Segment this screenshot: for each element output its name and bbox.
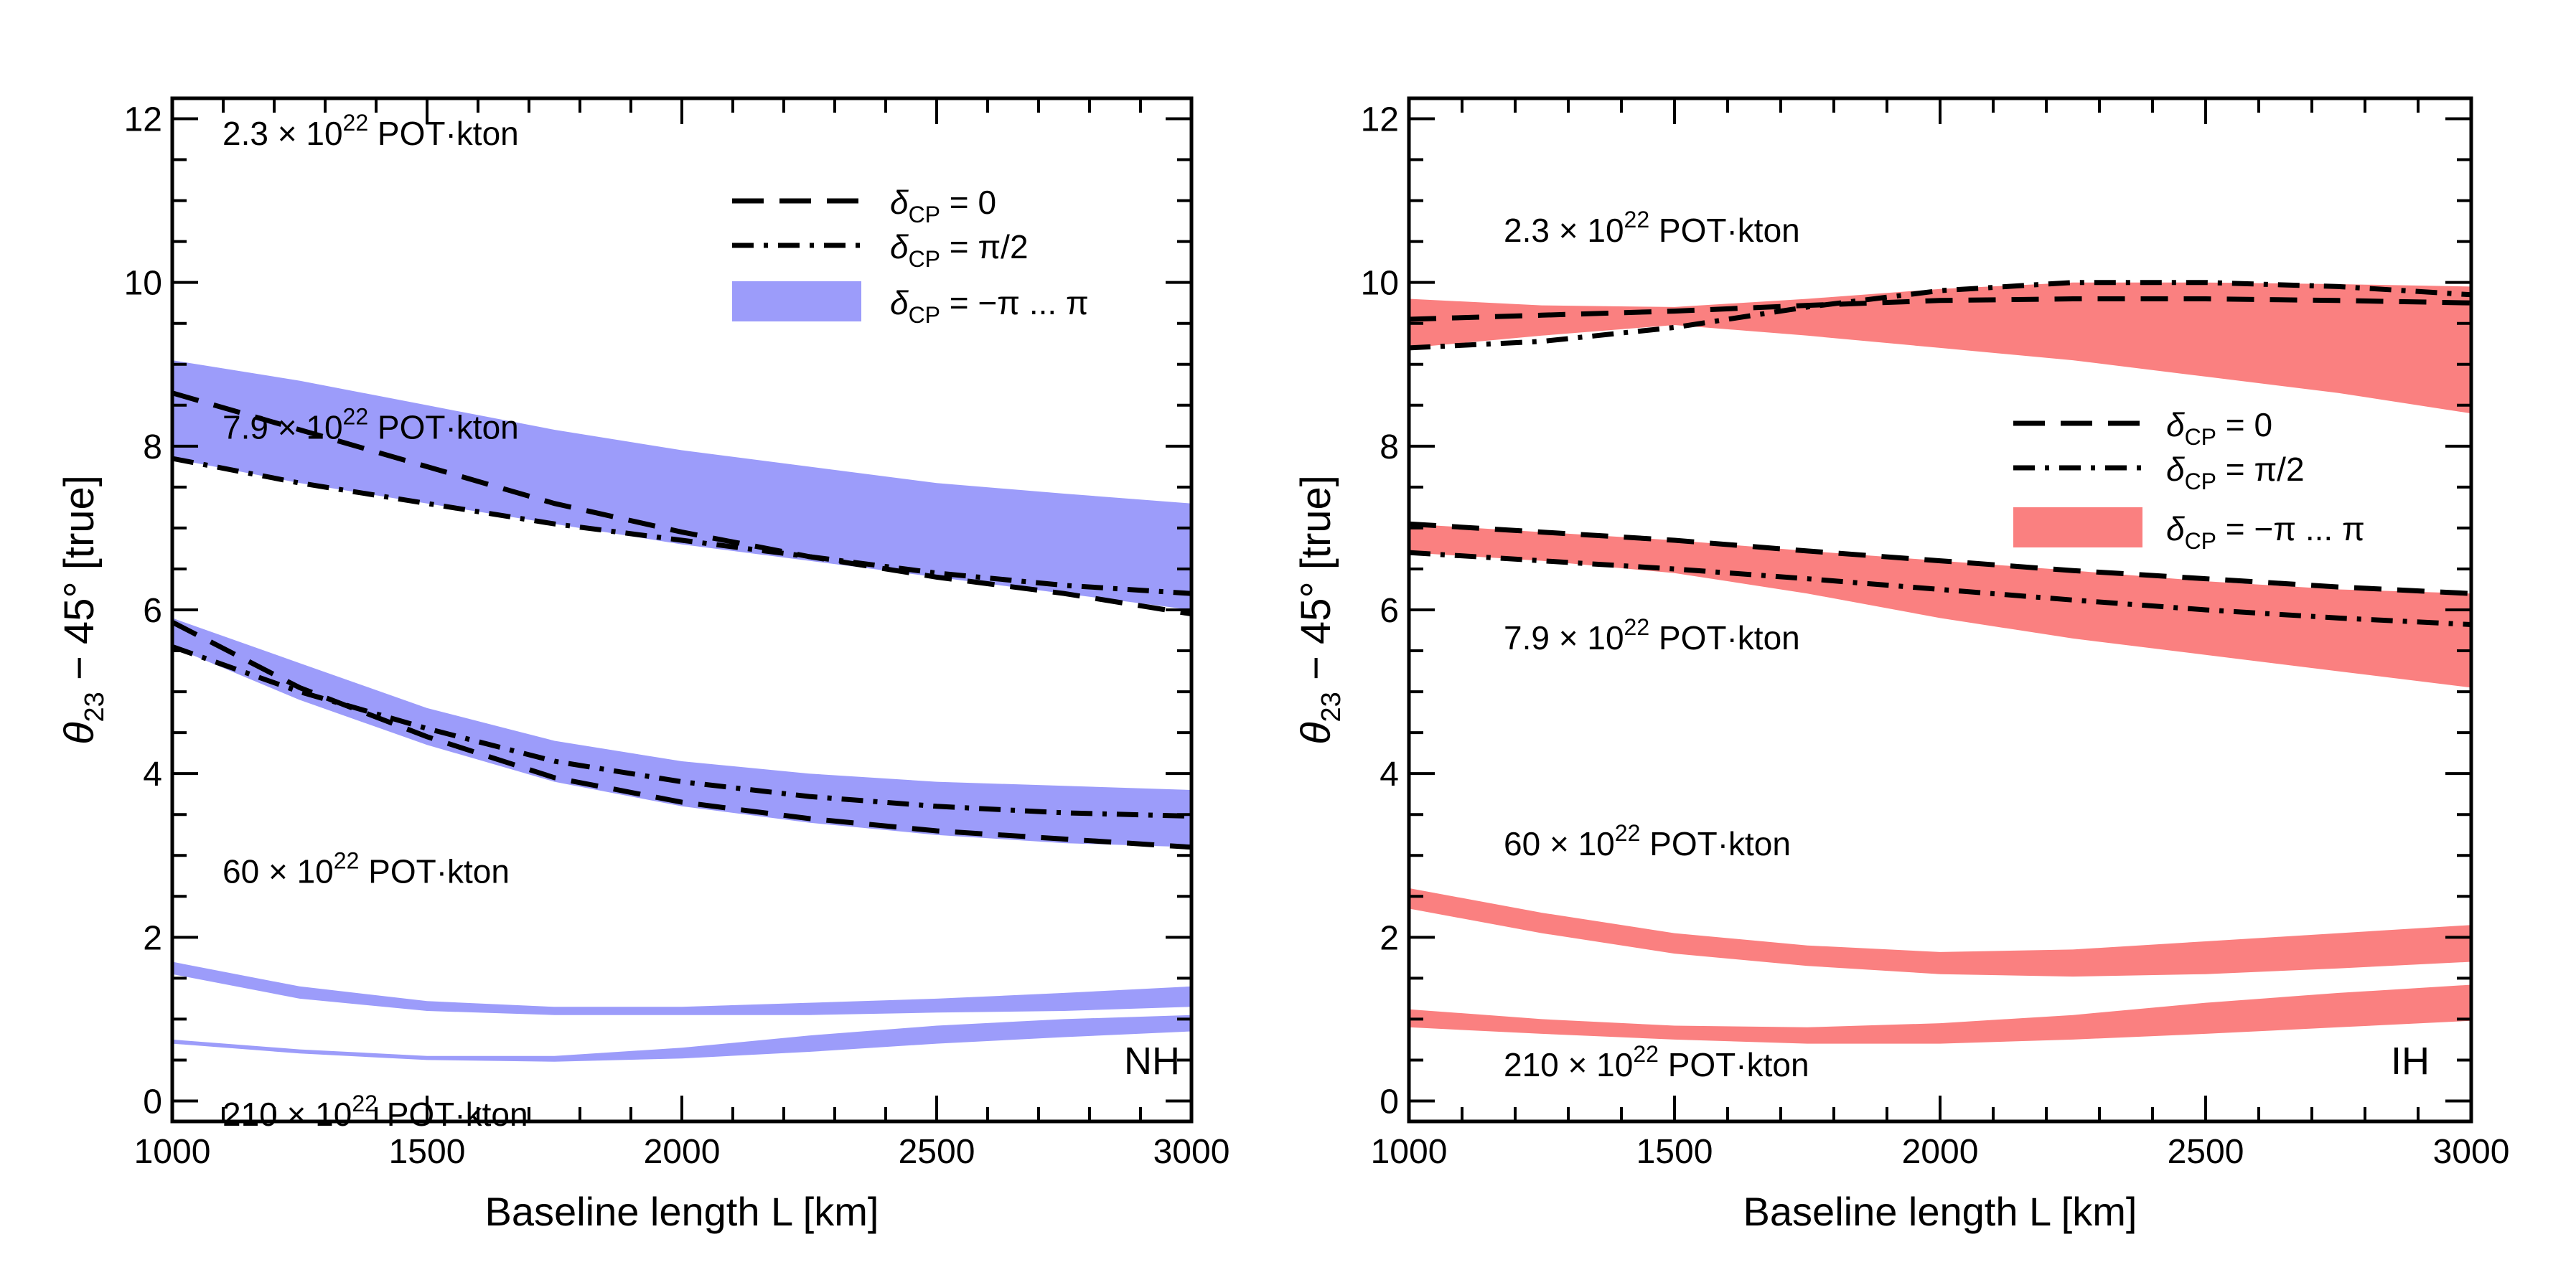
nh-band-1	[172, 360, 1191, 610]
ih-dashed-line-1	[1408, 296, 2472, 322]
ih-y-tick-label: 12	[1361, 101, 1399, 139]
nh-x-tick-label: 1000	[134, 1133, 211, 1171]
ih-y-axis-label: θ23 − 45° [true]	[1293, 475, 1346, 745]
nh-band-4	[172, 1015, 1191, 1062]
ih-y-tick-label: 0	[1380, 1083, 1399, 1121]
nh-y-tick-label: 6	[143, 592, 162, 630]
ih-x-tick-label: 1000	[1371, 1133, 1448, 1171]
ih-legend-band-swatch	[2013, 507, 2142, 547]
ih-band-4	[1409, 984, 2471, 1044]
ih-x-axis-label: Baseline length L [km]	[1743, 1189, 2137, 1234]
ih-band-3	[1409, 888, 2471, 977]
nh-legend-dashdot-label: δCP = π/2	[890, 228, 1029, 272]
ih-y-tick-label: 10	[1361, 265, 1399, 303]
nh-band-3	[172, 961, 1191, 1015]
ih-dashdot-line-2	[1408, 550, 2472, 627]
nh-dashed-line-2	[171, 619, 1192, 850]
nh-hierarchy-label: NH	[1124, 1040, 1180, 1083]
nh-x-tick-label: 1500	[389, 1133, 466, 1171]
nh-band-label-4: 210 × 1022 POT·kton	[223, 1091, 528, 1133]
nh-y-tick-label: 4	[143, 756, 162, 794]
ih-y-tick-label: 2	[1380, 919, 1399, 957]
ih-band-label-2: 7.9 × 1022 POT·kton	[1504, 614, 1800, 657]
nh-x-axis-label: Baseline length L [km]	[485, 1189, 879, 1234]
ih-x-tick-label: 2500	[2168, 1133, 2244, 1171]
ih-y-tick-label: 4	[1380, 756, 1399, 794]
ih-band-1	[1409, 282, 2471, 414]
nh-band-2	[172, 618, 1191, 847]
ih-x-tick-label: 3000	[2433, 1133, 2510, 1171]
ih-y-tick-label: 8	[1380, 428, 1399, 466]
nh-legend-band-swatch	[732, 281, 861, 321]
ih-legend-dashdot-label: δCP = π/2	[2166, 451, 2305, 494]
nh-y-tick-label: 2	[143, 919, 162, 957]
ih-dashed-line-2	[1408, 521, 2472, 596]
nh-legend-band-label: δCP = −π ... π	[890, 284, 1089, 328]
nh-x-tick-label: 2500	[899, 1133, 975, 1171]
nh-y-tick-label: 0	[143, 1083, 162, 1121]
nh-band-label-2: 7.9 × 1022 POT·kton	[223, 403, 519, 446]
nh-dashed-line-1	[172, 390, 1192, 617]
ih-x-tick-label: 2000	[1902, 1133, 1979, 1171]
ih-legend-dashed-label: δCP = 0	[2166, 406, 2272, 450]
ih-y-tick-label: 6	[1380, 592, 1399, 630]
ih-dashdot-line-1	[1408, 280, 2472, 351]
nh-band-label-3: 60 × 1022 POT·kton	[223, 848, 510, 890]
ih-band-label-3: 60 × 1022 POT·kton	[1504, 820, 1791, 862]
nh-panel: 1000 1500 2000 2500 3000 0 2 4 6 8 10 12 Baseline le…	[56, 96, 1230, 1234]
nh-legend-dashed-label: δCP = 0	[890, 184, 996, 227]
nh-y-tick-label: 10	[124, 265, 162, 303]
nh-x-tick-label: 2000	[644, 1133, 721, 1171]
nh-y-tick-label: 12	[124, 101, 162, 139]
nh-plot-frame	[170, 96, 1194, 1124]
ih-band-label-4: 210 × 1022 POT·kton	[1504, 1041, 1809, 1083]
nh-dashdot-line-1	[172, 456, 1192, 596]
nh-band-label-1: 2.3 × 1022 POT·kton	[223, 110, 519, 152]
ih-legend-band-label: δCP = −π ... π	[2166, 510, 2365, 554]
ih-hierarchy-label: IH	[2391, 1040, 2430, 1083]
ih-panel: 1000 1500 2000 2500 3000 0 2 4 6 8 10 12 Baseline le…	[1293, 96, 2510, 1234]
ih-x-tick-label: 1500	[1636, 1133, 1713, 1171]
ih-band-label-1: 2.3 × 1022 POT·kton	[1504, 207, 1800, 249]
ih-band-2	[1409, 524, 2471, 688]
nh-y-axis-label: θ23 − 45° [true]	[56, 475, 110, 745]
nh-y-tick-label: 8	[143, 428, 162, 466]
nh-x-tick-label: 3000	[1153, 1133, 1230, 1171]
